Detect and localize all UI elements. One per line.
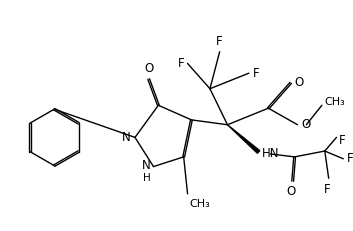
Text: O: O: [295, 76, 304, 89]
Text: F: F: [253, 67, 259, 80]
Text: F: F: [339, 134, 345, 146]
Text: F: F: [216, 35, 223, 48]
Text: N: N: [142, 159, 151, 172]
Text: F: F: [178, 57, 185, 70]
Text: CH₃: CH₃: [190, 199, 210, 209]
Text: O: O: [144, 62, 153, 75]
Text: N: N: [122, 131, 131, 144]
Text: F: F: [347, 152, 353, 165]
Text: O: O: [301, 118, 311, 131]
Polygon shape: [227, 125, 260, 153]
Text: HN: HN: [262, 147, 279, 161]
Text: H: H: [143, 173, 151, 183]
Text: F: F: [323, 183, 330, 196]
Text: O: O: [286, 185, 295, 198]
Text: CH₃: CH₃: [325, 97, 346, 107]
